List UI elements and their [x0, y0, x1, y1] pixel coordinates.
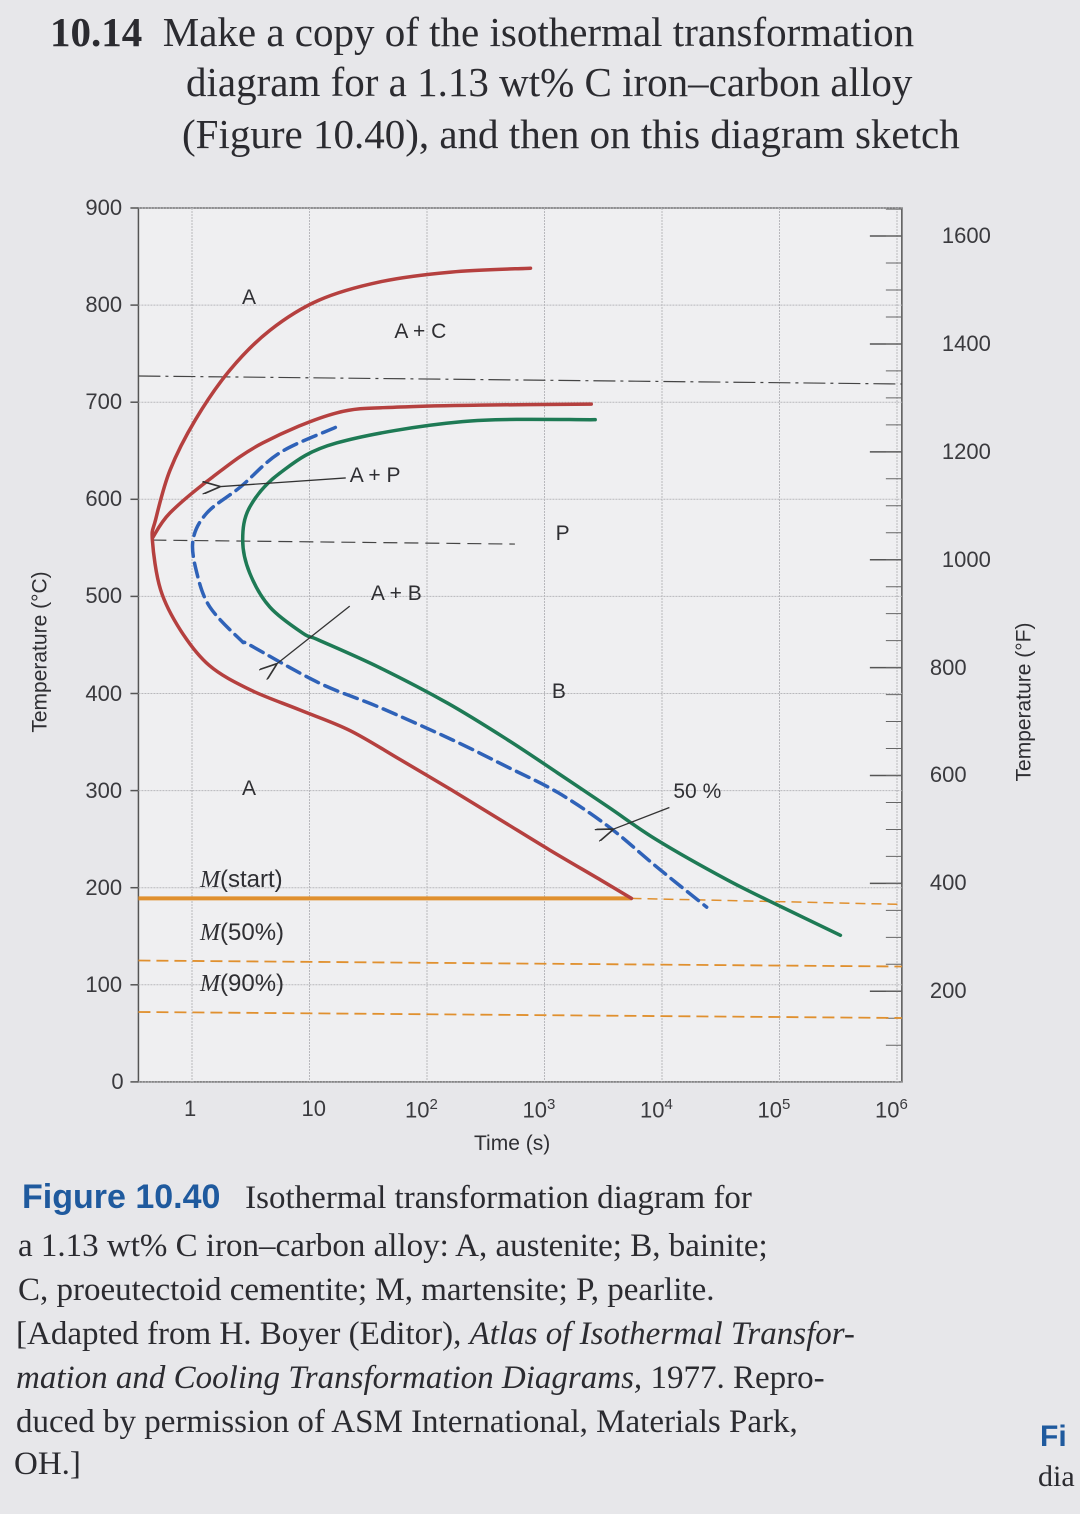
curve-finish — [240, 417, 843, 938]
caption-line-5: mation and Cooling Transformation Diagra… — [16, 1360, 825, 1397]
eutectoid-line — [138, 375, 902, 385]
question-line-1: 10.14 Make a copy of the isothermal tran… — [50, 8, 914, 56]
x-tick-label: 1 — [184, 1095, 197, 1121]
arrow-label: 50 % — [673, 779, 722, 803]
martensite-line — [138, 1011, 902, 1019]
y-right-tick-label: 800 — [929, 654, 967, 680]
y-right-tick-label: 600 — [929, 762, 967, 788]
martensite-symbol: M — [200, 867, 220, 894]
edge-fragment-1: Fi — [1040, 1420, 1067, 1453]
x-tick-exponent: 3 — [546, 1095, 556, 1113]
arrow-label: A + P — [349, 463, 401, 487]
y-tick-label: 200 — [85, 874, 123, 900]
region-label: B — [551, 679, 566, 703]
label-arrow — [613, 806, 670, 830]
region-label: A + B — [370, 582, 422, 606]
x-tick-label: 106 — [875, 1095, 908, 1123]
x-tick-exponent: 4 — [664, 1095, 673, 1113]
x-tick-exponent: 6 — [899, 1095, 908, 1113]
martensite-label: M(50%) — [200, 919, 284, 947]
region-label: A + C — [394, 320, 447, 344]
region-label: P — [555, 522, 570, 546]
y-right-tick-label: 1000 — [941, 546, 991, 572]
martensite-symbol: M — [200, 970, 220, 997]
y-right-tick-label: 200 — [929, 978, 967, 1004]
x-tick-label: 102 — [405, 1095, 438, 1123]
caption-line-2: a 1.13 wt% C iron–carbon alloy: A, auste… — [18, 1228, 768, 1264]
martensite-label: M(start) — [200, 866, 283, 894]
y-tick-label: 700 — [85, 389, 123, 415]
y-tick-label: 900 — [85, 195, 123, 220]
label-arrow-a-plus-b — [276, 605, 351, 664]
caption-line-1: Figure 10.40 Isothermal transformation d… — [22, 1178, 752, 1217]
curve-pearlite-start — [150, 402, 594, 540]
x-tick-label: 10 — [301, 1095, 326, 1121]
y-right-tick-label: 1600 — [941, 223, 991, 249]
x-tick-label: 105 — [757, 1095, 791, 1123]
region-label: A — [242, 776, 257, 800]
caption-line-3: C, proeutectoid cementite; M, martensite… — [18, 1272, 715, 1308]
x-tick-exponent: 5 — [781, 1095, 791, 1113]
pearlite-bainite-boundary-line — [152, 539, 515, 545]
y-axis-label: Temperature (°C) — [28, 571, 52, 733]
caption-line-6: duced by permission of ASM International… — [16, 1404, 798, 1440]
question-line-2: diagram for a 1.13 wt% C iron–carbon all… — [186, 59, 913, 105]
figure-label: Figure 10.40 — [22, 1178, 221, 1216]
plot-area — [137, 207, 903, 1083]
question-text: Make a copy of the isothermal transforma… — [162, 9, 915, 55]
y-tick-label: 100 — [85, 971, 123, 997]
y-tick-label: 800 — [85, 292, 123, 318]
caption-text: 1977. Repro- — [642, 1360, 825, 1396]
martensite-label-text: (90%) — [220, 969, 285, 997]
curve-fifty-percent — [190, 425, 709, 909]
y-tick-label: 600 — [85, 486, 123, 512]
caption-book-title: Atlas of Isothermal Transfor- — [469, 1316, 855, 1352]
question-line-3: (Figure 10.40), and then on this diagram… — [182, 111, 960, 157]
x-axis-label: Time (s) — [474, 1132, 551, 1155]
y-axis-right-label: Temperature (°F) — [1012, 622, 1036, 782]
caption-text: [Adapted from H. Boyer (Editor), — [16, 1316, 470, 1352]
x-tick-exponent: 2 — [429, 1095, 438, 1113]
caption-line-7: OH.] — [14, 1446, 81, 1482]
x-tick-label: 104 — [640, 1095, 673, 1123]
y-right-tick-label: 400 — [929, 870, 967, 896]
x-tick-label: 103 — [522, 1095, 556, 1123]
region-label: A — [242, 286, 257, 310]
y-tick-label: 300 — [85, 777, 123, 803]
question-number: 10.14 — [50, 9, 143, 55]
edge-fragment-2: dia — [1038, 1460, 1075, 1493]
y-right-tick-label: 1200 — [941, 438, 991, 464]
curve-cementite-start — [150, 266, 634, 901]
y-right-tick-label: 1400 — [941, 330, 991, 356]
y-tick-label: 500 — [85, 583, 123, 609]
ttt-diagram — [130, 207, 903, 1083]
caption-text: Isothermal transformation diagram for — [245, 1180, 752, 1216]
martensite-label: M(90%) — [200, 970, 284, 998]
martensite-label-text: (50%) — [220, 918, 285, 946]
caption-book-title: mation and Cooling Transformation Diagra… — [16, 1360, 643, 1396]
martensite-label-text: (start) — [220, 866, 283, 894]
label-arrow — [219, 477, 346, 487]
martensite-line — [138, 959, 902, 968]
y-tick-label: 0 — [111, 1068, 124, 1094]
y-tick-label: 400 — [85, 680, 123, 706]
caption-line-4: [Adapted from H. Boyer (Editor), Atlas o… — [16, 1316, 855, 1353]
martensite-symbol: M — [200, 919, 220, 946]
